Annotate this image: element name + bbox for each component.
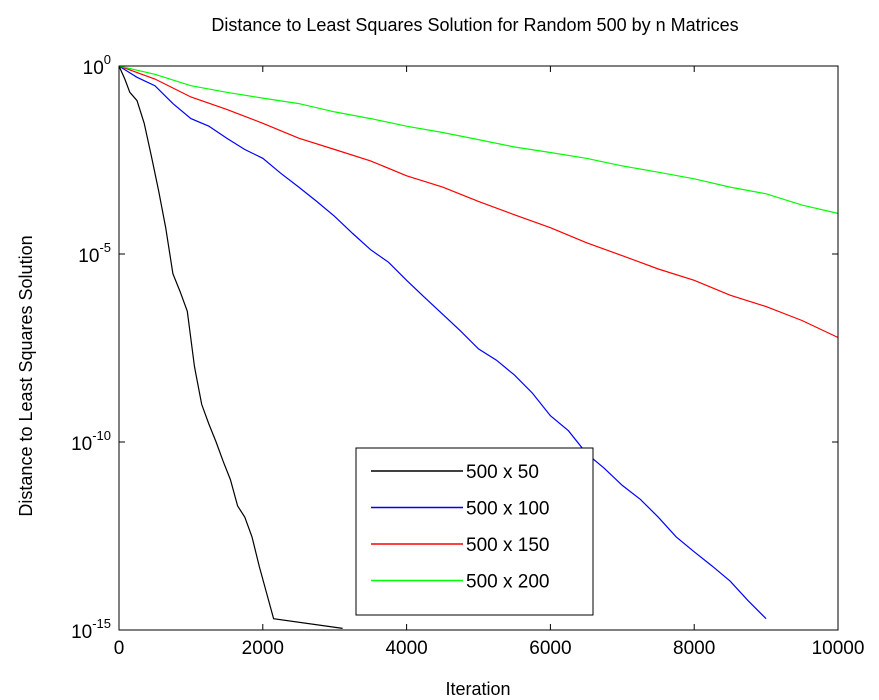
y-axis-label: Distance to Least Squares Solution	[16, 235, 36, 516]
x-tick-label: 10000	[812, 638, 865, 659]
legend-label-1: 500 x 50	[466, 462, 539, 483]
ticks-group: 0 2000 4000 6000 8000 10000 100 10-5 10-10 10-15	[71, 52, 864, 659]
series-line-3	[119, 66, 838, 339]
y-tick-label: 10-5	[78, 240, 111, 267]
chart-title: Distance to Least Squares Solution for R…	[211, 15, 738, 35]
series-line-1	[119, 66, 343, 629]
x-tick-label: 6000	[529, 638, 571, 659]
x-tick-label: 8000	[673, 638, 715, 659]
legend: 500 x 50 500 x 100 500 x 150 500 x 200	[355, 447, 594, 616]
series-line-2	[119, 66, 767, 620]
x-tick-label: 2000	[242, 638, 284, 659]
x-axis-label: Iteration	[445, 679, 510, 699]
series-line-4	[119, 66, 838, 214]
plot-frame	[118, 65, 839, 631]
y-tick-label: 100	[83, 52, 111, 79]
legend-box	[355, 447, 594, 616]
legend-label-3: 500 x 150	[466, 535, 549, 556]
legend-label-2: 500 x 100	[466, 499, 549, 520]
series-group	[119, 66, 838, 629]
legend-label-4: 500 x 200	[466, 572, 549, 593]
y-tick-label: 10-10	[71, 428, 111, 455]
y-tick-label: 10-15	[71, 616, 111, 643]
x-tick-label: 4000	[385, 638, 427, 659]
x-tick-label: 0	[114, 638, 125, 659]
